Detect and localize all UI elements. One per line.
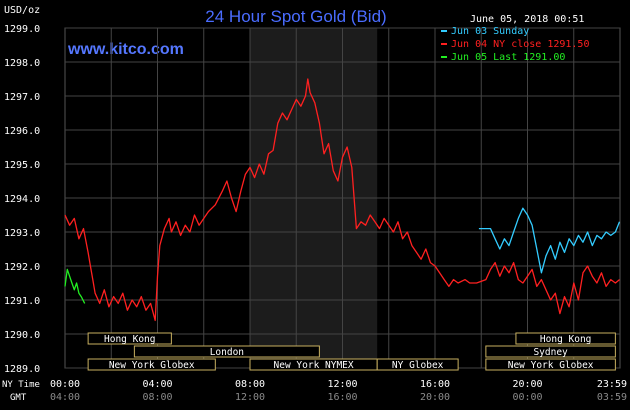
series-lines: [64, 78, 621, 322]
series-line: [478, 207, 621, 274]
market-session: Hong Kong: [515, 332, 616, 345]
x-tick-label-gmt: 20:00: [420, 392, 450, 403]
y-tick-label: 1290.0: [4, 330, 40, 341]
x-tick-label-gmt: 03:59: [597, 392, 627, 403]
market-session: Sydney: [485, 345, 616, 358]
legend: Jun 03 Sunday Jun 04 NY close 1291.50 Jun …: [441, 26, 589, 63]
market-session-label: New York Globex: [508, 360, 594, 371]
y-tick-label: 1293.0: [4, 228, 40, 239]
ny-time-axis-label: NY Time: [2, 380, 40, 390]
grid-layer: [64, 27, 621, 369]
legend-item: Jun 05 Last 1291.00: [441, 52, 565, 63]
market-session-bar: [87, 332, 172, 345]
market-session-bar: [376, 358, 459, 371]
market-session-bar: [485, 358, 616, 371]
x-tick-label-ny: 23:59: [597, 379, 627, 390]
x-tick-label-gmt: 04:00: [50, 392, 80, 403]
y-tick-label: 1292.0: [4, 262, 40, 273]
market-session: NY Globex: [376, 358, 459, 371]
y-tick-label: 1295.0: [4, 160, 40, 171]
market-session-label: New York NYMEX: [274, 360, 354, 371]
x-tick-label-ny: 04:00: [142, 379, 172, 390]
x-tick-label-ny: 16:00: [420, 379, 450, 390]
market-session-label: NY Globex: [392, 360, 444, 371]
market-session: New York Globex: [485, 358, 616, 371]
market-session-label: Hong Kong: [104, 334, 155, 345]
timestamp: June 05, 2018 00:51: [470, 14, 584, 25]
y-tick-label: 1299.0: [4, 24, 40, 35]
y-tick-label: 1289.0: [4, 364, 40, 375]
y-tick-label: 1296.0: [4, 126, 40, 137]
x-tick-label-ny: 00:00: [50, 379, 80, 390]
legend-item: Jun 04 NY close 1291.50: [441, 39, 589, 50]
y-tick-labels: 1289.0 1290.0 1291.0 1292.0 1293.0 1294.0 1295…: [4, 24, 40, 375]
legend-label: Jun 04 NY close 1291.50: [451, 39, 589, 50]
series-line: [64, 268, 86, 304]
x-tick-labels: 00:00 04:00 04:00 08:00 08:00 12:00 12:00 16:00…: [50, 379, 627, 403]
market-session-bar: [515, 332, 616, 345]
market-session: Hong Kong: [87, 332, 172, 345]
legend-label: Jun 03 Sunday: [451, 26, 529, 37]
website-label: www.kitco.com: [67, 41, 184, 58]
x-tick-label-gmt: 00:00: [512, 392, 542, 403]
y-tick-label: 1298.0: [4, 58, 40, 69]
chart-title: 24 Hour Spot Gold (Bid): [205, 7, 386, 26]
gmt-axis-label: GMT: [10, 393, 27, 403]
legend-label: Jun 05 Last 1291.00: [451, 52, 565, 63]
market-session: New York Globex: [87, 358, 216, 371]
y-tick-label: 1294.0: [4, 194, 40, 205]
market-session-label: Sydney: [533, 347, 568, 358]
market-session-bar: [133, 345, 320, 358]
x-tick-label-gmt: 16:00: [327, 392, 357, 403]
market-session: London: [133, 345, 320, 358]
market-session-label: Hong Kong: [540, 334, 591, 345]
y-tick-label: 1297.0: [4, 92, 40, 103]
market-session: New York NYMEX: [249, 358, 378, 371]
y-tick-label: 1291.0: [4, 296, 40, 307]
x-tick-label-gmt: 12:00: [235, 392, 265, 403]
market-session-bar: [87, 358, 216, 371]
x-tick-label-gmt: 08:00: [142, 392, 172, 403]
market-session-label: London: [210, 347, 244, 358]
x-tick-label-ny: 08:00: [235, 379, 265, 390]
y-unit-label: USD/oz: [4, 5, 40, 16]
legend-item: Jun 03 Sunday: [441, 26, 529, 37]
x-tick-label-ny: 20:00: [512, 379, 542, 390]
x-tick-label-ny: 12:00: [327, 379, 357, 390]
market-session-label: New York Globex: [109, 360, 195, 371]
series-line: [64, 78, 620, 322]
market-sessions: Hong Kong London New York Globex New York N…: [87, 332, 616, 371]
market-session-bar: [485, 345, 616, 358]
